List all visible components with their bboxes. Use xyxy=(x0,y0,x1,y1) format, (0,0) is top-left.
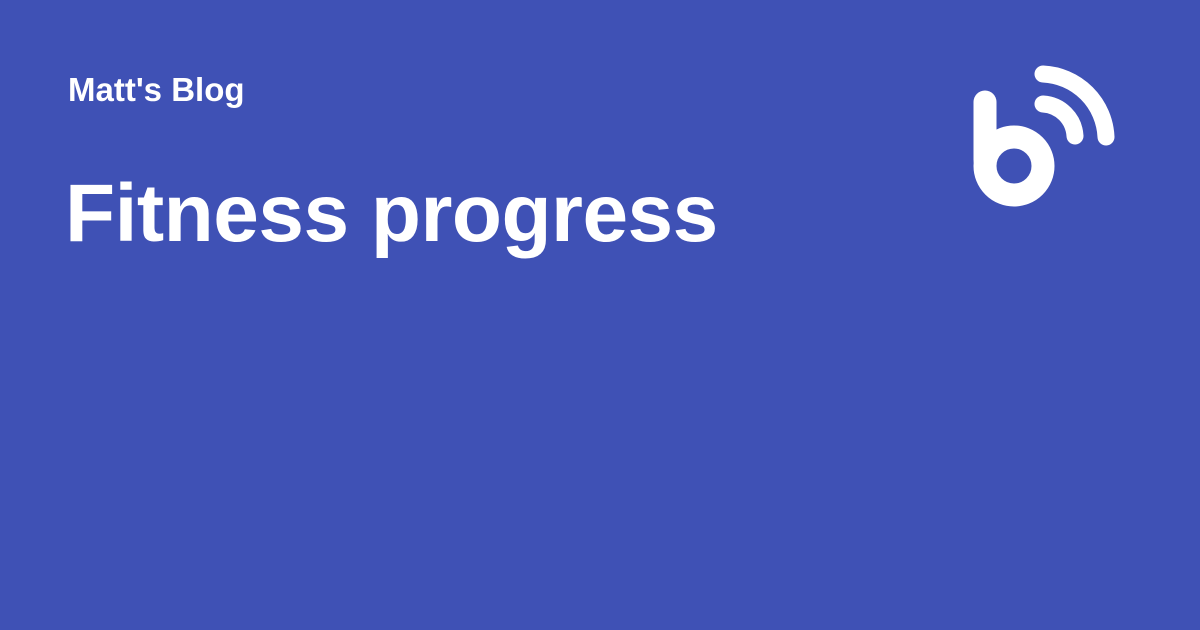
feed-arc-outer xyxy=(1034,65,1115,146)
post-title: Fitness progress xyxy=(65,168,718,259)
b-bowl xyxy=(973,125,1055,207)
feed-arc-inner xyxy=(1034,95,1084,145)
blog-logo-icon xyxy=(958,48,1128,218)
blog-name: Matt's Blog xyxy=(68,71,245,108)
